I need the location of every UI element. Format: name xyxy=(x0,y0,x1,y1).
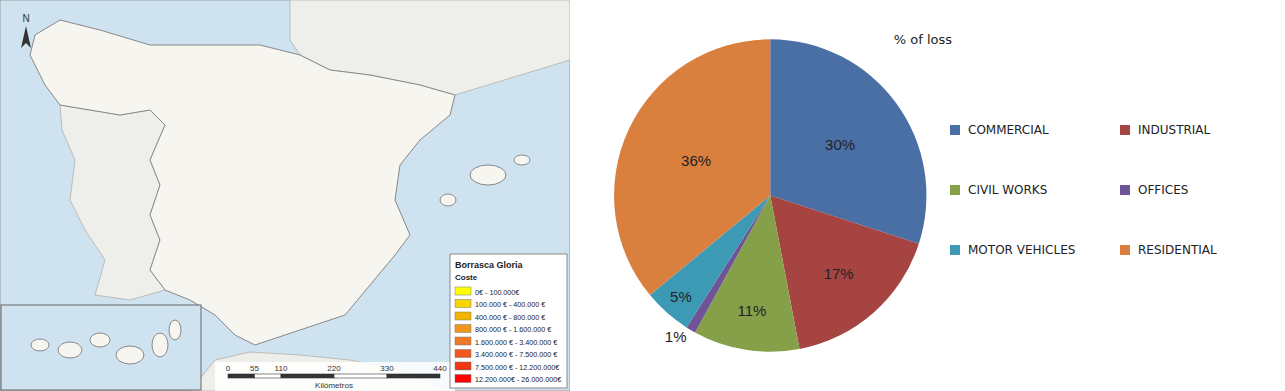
svg-text:800.000 € - 1.600.000 €: 800.000 € - 1.600.000 € xyxy=(475,325,551,334)
html-text:COMMERCIAL: COMMERCIAL xyxy=(968,123,1049,137)
html-text:RESIDENTIAL: RESIDENTIAL xyxy=(1138,243,1217,257)
svg-text:440: 440 xyxy=(433,364,447,373)
svg-text:330: 330 xyxy=(380,364,394,373)
svg-text:7.500.000 € - 12.200.000€: 7.500.000 € - 12.200.000€ xyxy=(475,363,559,372)
svg-text:55: 55 xyxy=(250,364,259,373)
svg-text:100.000 € - 400.000 €: 100.000 € - 400.000 € xyxy=(475,300,545,309)
svg-text:5%: 5% xyxy=(670,288,692,305)
svg-text:30%: 30% xyxy=(825,136,855,153)
svg-text:Borrasca Gloria: Borrasca Gloria xyxy=(455,260,524,270)
svg-text:17%: 17% xyxy=(824,265,854,282)
html-text:CIVIL WORKS: CIVIL WORKS xyxy=(968,183,1048,197)
svg-text:12.200.000€ - 26.000.000€: 12.200.000€ - 26.000.000€ xyxy=(475,375,561,384)
svg-text:1.600.000 € - 3.400.000 €: 1.600.000 € - 3.400.000 € xyxy=(475,338,557,347)
svg-text:3.400.000 € - 7.500.000 €: 3.400.000 € - 7.500.000 € xyxy=(475,350,557,359)
svg-text:110: 110 xyxy=(275,364,288,373)
svg-text:N: N xyxy=(22,13,29,24)
svg-text:400.000 € - 800.000 €: 400.000 € - 800.000 € xyxy=(475,313,545,322)
svg-text:0€ - 100.000€: 0€ - 100.000€ xyxy=(475,288,519,297)
svg-text:% of loss: % of loss xyxy=(894,32,952,47)
html-text:INDUSTRIAL: INDUSTRIAL xyxy=(1138,123,1211,137)
svg-text:220: 220 xyxy=(327,364,341,373)
svg-text:11%: 11% xyxy=(738,302,767,319)
svg-text:36%: 36% xyxy=(681,152,711,169)
svg-text:Kilómetros: Kilómetros xyxy=(315,381,353,390)
svg-text:1%: 1% xyxy=(665,328,687,345)
svg-text:0: 0 xyxy=(226,364,231,373)
svg-text:Coste: Coste xyxy=(455,273,478,282)
html-text:MOTOR VEHICLES: MOTOR VEHICLES xyxy=(968,243,1076,257)
html-text:OFFICES: OFFICES xyxy=(1138,183,1189,197)
